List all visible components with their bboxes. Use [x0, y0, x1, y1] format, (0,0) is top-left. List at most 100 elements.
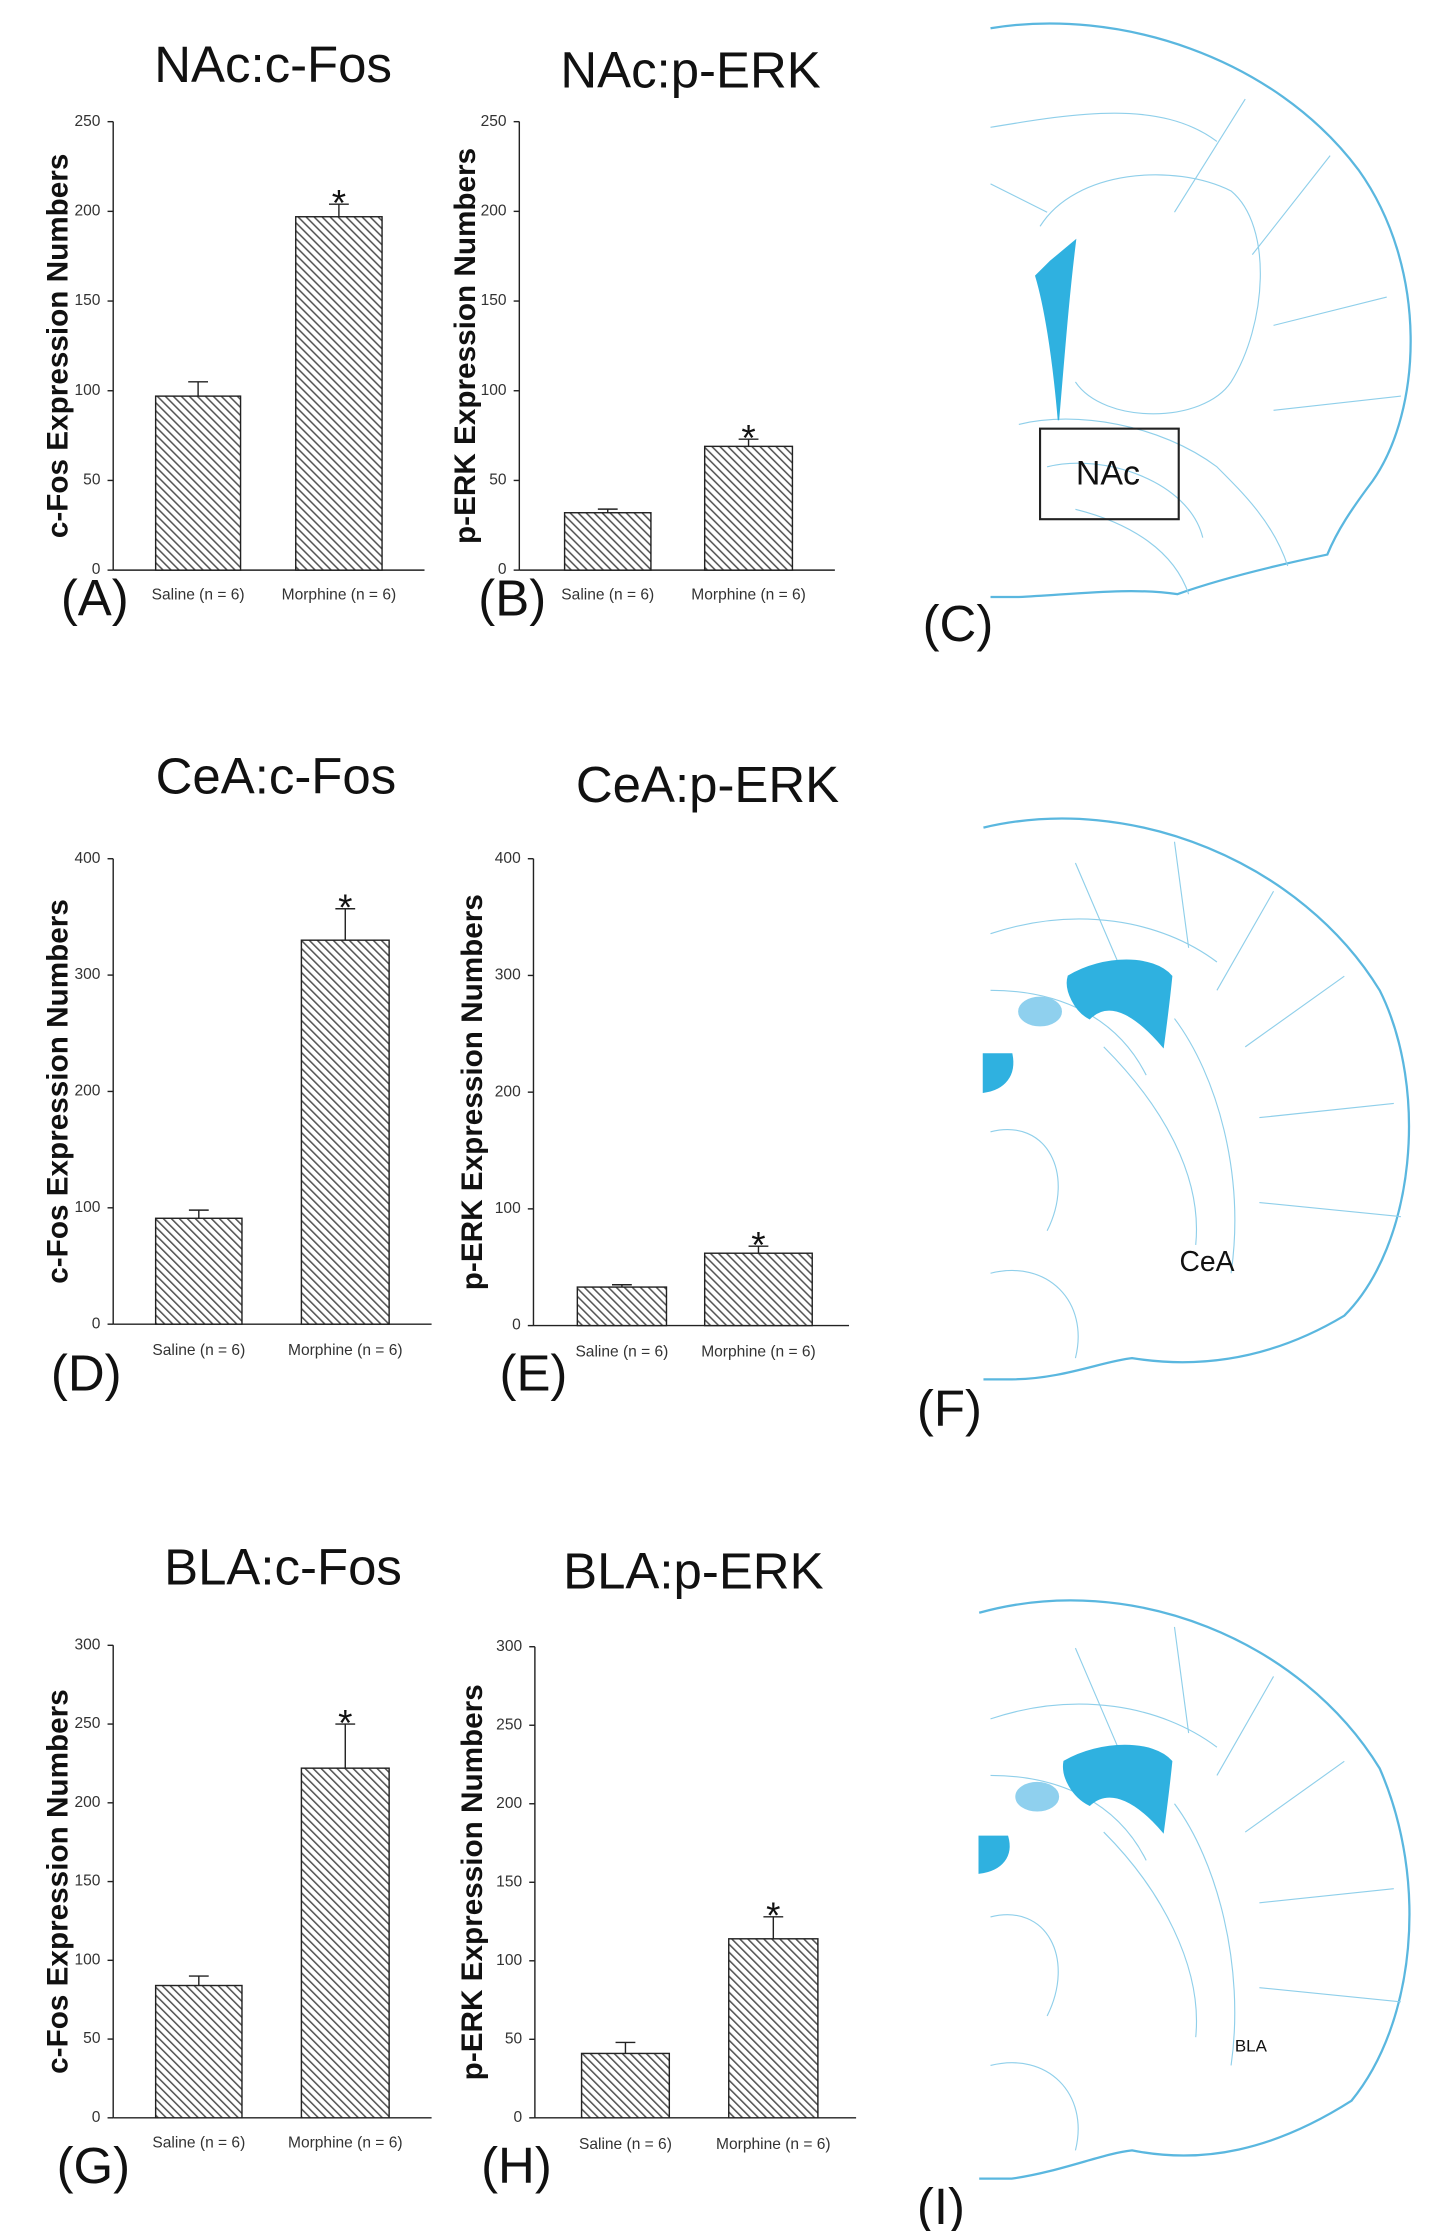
bar [580, 2052, 671, 2119]
y-tick-label: 50 [489, 472, 507, 489]
diagram-label: NAc [1076, 454, 1140, 492]
bar [154, 1217, 243, 1325]
y-tick-label: 0 [512, 1317, 521, 1334]
significance-marker: * [751, 1225, 765, 1266]
y-tick-label: 250 [496, 1716, 522, 1733]
bar [703, 1252, 813, 1327]
y-tick-label: 150 [75, 292, 101, 309]
panel-label: (H) [481, 2137, 552, 2194]
x-tick-label: Morphine (n = 6) [716, 2136, 831, 2153]
panel-label: (A) [61, 569, 129, 626]
x-tick-label: Saline (n = 6) [575, 1344, 668, 1361]
y-tick-label: 0 [498, 561, 507, 578]
bar [300, 1767, 390, 2119]
bar-chart: NAc:c-Fos c-Fos Expression Numbers (A)0 50 1… [41, 36, 425, 626]
panel-label: (F) [917, 1380, 982, 1437]
x-tick-label: Morphine (n = 6) [288, 2134, 403, 2151]
y-tick-label: 100 [496, 1952, 522, 1969]
brain-diagram: NAc (C) [923, 22, 1412, 652]
x-tick-label: Morphine (n = 6) [288, 1342, 403, 1359]
significance-marker: * [332, 183, 346, 224]
y-tick-label: 200 [495, 1083, 521, 1100]
bar [576, 1286, 668, 1327]
y-tick-label: 0 [92, 2109, 101, 2126]
y-axis-label: p-ERK Expression Numbers [456, 894, 489, 1290]
y-tick-label: 200 [481, 202, 507, 219]
y-tick-label: 400 [495, 850, 521, 867]
y-tick-label: 150 [496, 1873, 522, 1890]
y-tick-label: 200 [75, 1794, 101, 1811]
y-tick-label: 250 [75, 113, 101, 130]
significance-marker: * [766, 1895, 780, 1936]
x-tick-label: Morphine (n = 6) [701, 1344, 816, 1361]
y-tick-label: 250 [481, 113, 507, 130]
y-tick-label: 100 [495, 1200, 521, 1217]
y-tick-label: 100 [75, 1199, 101, 1216]
bar-chart: BLA:c-Fos c-Fos Expression Numbers (G) 0 50 1… [41, 1538, 432, 2194]
brain-diagram: BLA (I) [917, 1599, 1411, 2231]
brain-diagram: CeA (F) [917, 817, 1411, 1437]
significance-marker: * [338, 887, 352, 928]
y-tick-label: 300 [75, 1636, 101, 1653]
chart-title: CeA:p-ERK [576, 756, 839, 813]
panel-label: (D) [51, 1345, 122, 1402]
panel-label: (B) [478, 569, 546, 626]
y-tick-label: 150 [481, 292, 507, 309]
y-tick-label: 200 [75, 202, 101, 219]
bar-chart: CeA:c-Fos c-Fos Expression Numbers (D) 0 100… [41, 748, 432, 1402]
significance-marker: * [338, 1702, 352, 1743]
chart-title: CeA:c-Fos [156, 748, 397, 805]
y-tick-label: 50 [83, 472, 101, 489]
x-tick-label: Saline (n = 6) [152, 1342, 245, 1359]
bar [703, 445, 794, 571]
bar-chart: CeA:p-ERK p-ERK Expression Numbers (E) 0 100… [456, 756, 850, 1402]
y-tick-label: 150 [75, 1873, 101, 1890]
bar-chart: BLA:p-ERK p-ERK Expression Numbers (H) 0 50 1… [456, 1543, 857, 2194]
chart-title: BLA:c-Fos [164, 1538, 402, 1595]
y-tick-label: 50 [505, 2030, 523, 2047]
x-tick-label: Saline (n = 6) [152, 2134, 245, 2151]
y-axis-label: c-Fos Expression Numbers [41, 899, 74, 1284]
x-tick-label: Saline (n = 6) [579, 2136, 672, 2153]
bar [563, 512, 652, 571]
panel-label: (E) [500, 1345, 568, 1402]
y-tick-label: 250 [75, 1715, 101, 1732]
bar [154, 1984, 243, 2119]
chart-title: NAc:c-Fos [154, 36, 392, 93]
bar [728, 1938, 819, 2119]
diagram-label: CeA [1180, 1245, 1235, 1277]
y-tick-label: 100 [75, 1951, 101, 1968]
y-axis-label: p-ERK Expression Numbers [456, 1684, 489, 2080]
y-tick-label: 0 [92, 1315, 101, 1332]
significance-marker: * [741, 417, 755, 458]
bar [295, 216, 383, 571]
y-tick-label: 300 [495, 967, 521, 984]
y-tick-label: 0 [513, 2109, 522, 2126]
y-tick-label: 400 [75, 850, 101, 867]
y-axis-label: c-Fos Expression Numbers [41, 1689, 74, 2074]
panel-label: (G) [57, 2137, 131, 2194]
y-tick-label: 50 [83, 2030, 101, 2047]
chart-title: BLA:p-ERK [563, 1543, 823, 1600]
x-tick-label: Morphine (n = 6) [691, 587, 806, 604]
x-tick-label: Morphine (n = 6) [282, 587, 397, 604]
panel-label: (I) [917, 2178, 965, 2231]
y-tick-label: 200 [75, 1083, 101, 1100]
x-tick-label: Saline (n = 6) [561, 587, 654, 604]
y-tick-label: 300 [75, 966, 101, 983]
y-axis-label: p-ERK Expression Numbers [449, 148, 482, 544]
x-tick-label: Saline (n = 6) [152, 587, 245, 604]
y-axis-label: c-Fos Expression Numbers [41, 154, 74, 539]
y-tick-label: 200 [496, 1795, 522, 1812]
chart-title: NAc:p-ERK [560, 42, 820, 99]
y-tick-label: 0 [92, 561, 101, 578]
bar-chart: NAc:p-ERK p-ERK Expression Numbers (B)0 50 1… [449, 42, 835, 626]
y-tick-label: 100 [75, 382, 101, 399]
panel-label: (C) [923, 595, 994, 652]
diagram-label: BLA [1235, 2037, 1268, 2056]
bar [154, 395, 242, 571]
y-tick-label: 100 [481, 382, 507, 399]
bar [300, 939, 390, 1325]
